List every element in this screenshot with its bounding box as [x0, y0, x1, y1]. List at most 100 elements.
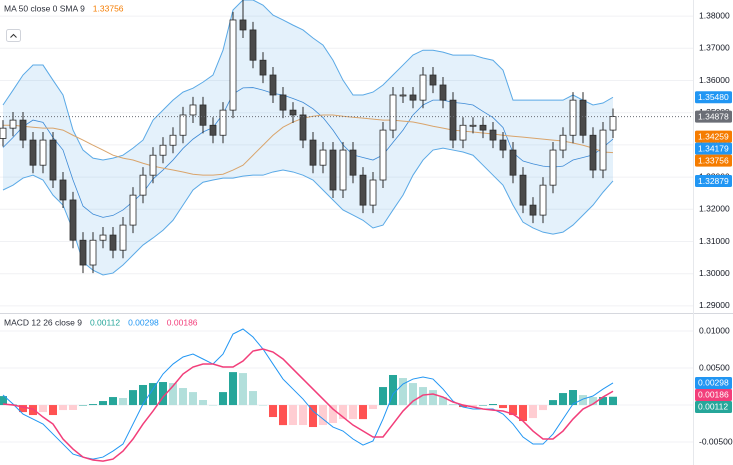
histogram-bar: [369, 405, 377, 410]
histogram-bar: [549, 400, 557, 406]
histogram-bar: [379, 387, 387, 406]
candle-body: [609, 116, 617, 131]
price-tags: 1.35480 1.34878 1.34259 1.34179 1.33756 1.328…: [695, 91, 732, 188]
histogram-bar: [219, 392, 227, 406]
histogram-bar: [59, 405, 67, 411]
y-tick-label: 0.01000: [699, 325, 730, 335]
candle-body: [59, 179, 67, 201]
collapse-button-box[interactable]: [6, 29, 21, 42]
y-tick-label: -0.00500: [699, 436, 733, 446]
candle-body: [19, 119, 27, 141]
y-tick-label: 1.38000: [699, 10, 730, 20]
price-tag: [695, 130, 732, 143]
band-lower: [2, 147, 614, 276]
candle-body: [249, 29, 257, 61]
histogram-bar: [569, 390, 577, 406]
histogram-bar: [589, 397, 597, 406]
histogram-bar: [559, 393, 567, 406]
price-tags: 0.00298 0.00186 0.00112: [695, 376, 732, 413]
histogram-bar: [539, 405, 547, 411]
price-tag-label: 1.33756: [698, 155, 729, 165]
histogram-bar: [349, 405, 357, 420]
candle-body: [479, 124, 487, 131]
histogram-bar: [479, 405, 487, 406]
candle-body: [309, 139, 317, 166]
indicator-legend-value: 0.00112: [90, 317, 120, 327]
candle-body: [469, 124, 477, 127]
indicator-legend-value: 1.33756: [93, 3, 124, 13]
band-fill: [3, 0, 613, 276]
histogram-bar: [399, 378, 407, 406]
histogram-bar: [169, 383, 177, 406]
indicator-legend: MA 50 close 0 SMA 9: [4, 3, 85, 13]
price-tag-label: 1.34179: [698, 143, 729, 153]
histogram-bar: [319, 405, 327, 426]
candle-body: [49, 139, 57, 181]
candle-body: [369, 179, 377, 206]
candle-body: [179, 114, 187, 136]
candle-body: [219, 109, 227, 136]
candle-body: [289, 109, 297, 116]
histogram-bar: [389, 374, 397, 406]
candle-body: [89, 239, 97, 266]
histogram-bar: [279, 405, 287, 426]
candle-body: [429, 74, 437, 86]
candle-body: [579, 99, 587, 136]
price-tag-label: 0.00298: [698, 378, 729, 388]
histogram-bar: [39, 405, 47, 413]
candle-body: [509, 149, 517, 176]
y-tick-label: 1.29000: [699, 300, 730, 310]
histogram-bar: [499, 405, 507, 409]
histogram-bar: [229, 372, 237, 406]
candle-body: [9, 119, 17, 129]
price-tag: [695, 142, 732, 155]
price-tag-label: 1.34878: [698, 111, 729, 121]
histogram-bar: [289, 405, 297, 426]
candle-body: [329, 149, 337, 191]
candle-body: [379, 129, 387, 181]
histogram-bar: [159, 382, 167, 406]
price-tag: [695, 91, 732, 104]
collapse-caret: [10, 33, 17, 38]
candle-body: [29, 139, 37, 166]
price-tag-label: 0.00112: [698, 402, 728, 412]
histogram-bar: [439, 397, 447, 406]
candle-body: [459, 124, 467, 141]
candle-body: [569, 99, 577, 136]
candle-body: [269, 74, 277, 96]
histogram-bar: [189, 392, 197, 406]
histogram-bar: [89, 404, 97, 406]
candle-body: [399, 94, 407, 97]
histogram-bar: [469, 405, 477, 408]
histogram-bar: [419, 387, 427, 406]
histogram-bar: [599, 397, 607, 406]
histogram-bar: [199, 400, 207, 406]
histogram-bar: [239, 373, 247, 406]
candle-body: [239, 19, 247, 31]
histogram-bar: [109, 397, 117, 406]
price-tag: [695, 175, 732, 188]
candle-body: [299, 114, 307, 141]
histogram-bar: [249, 391, 257, 406]
histogram-bar: [119, 398, 127, 406]
candle-body: [419, 74, 427, 101]
candle-body: [439, 84, 447, 101]
candle-body: [529, 204, 537, 216]
indicator-legend-value: 0.00298: [128, 317, 159, 327]
y-tick-label: 1.36000: [699, 75, 730, 85]
collapse-button[interactable]: [6, 29, 21, 42]
histogram-bar: [49, 405, 57, 416]
price-tag: [695, 388, 732, 401]
histogram-bar: [489, 404, 497, 406]
price-tag-label: 0.00186: [698, 390, 729, 400]
histogram-bar: [329, 405, 337, 424]
histogram-bar: [269, 405, 277, 418]
histogram-bar: [299, 405, 307, 426]
histogram-bar: [79, 405, 87, 406]
histogram-bar: [409, 383, 417, 406]
candle-body: [0, 127, 7, 139]
price-tag: [695, 154, 732, 167]
candle-body: [519, 174, 527, 206]
price-tag-label: 1.34259: [698, 131, 729, 141]
